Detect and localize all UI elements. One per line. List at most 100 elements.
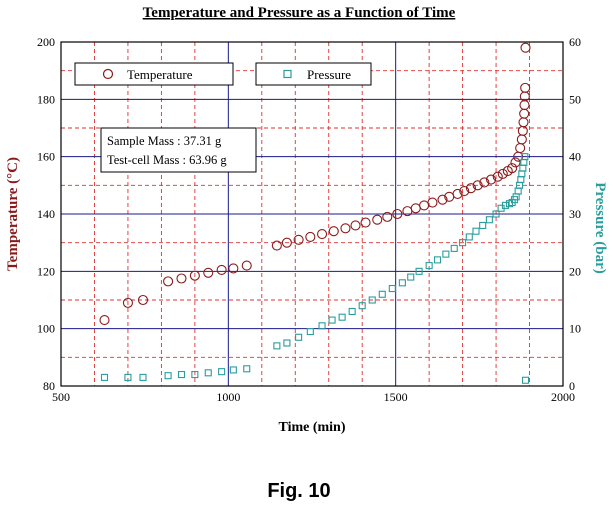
temperature-point: [372, 214, 383, 225]
temperature-point: [163, 276, 174, 287]
x-tick-label: 500: [52, 390, 70, 404]
legend-label-pressure: Pressure: [307, 67, 351, 82]
temperature-point: [520, 82, 531, 93]
temperature-point: [519, 100, 530, 111]
legend-label-temperature: Temperature: [127, 67, 193, 82]
plot-frame: [60, 41, 564, 387]
y-left-tick-label: 200: [37, 35, 55, 49]
y-left-tick-label: 80: [43, 379, 55, 393]
temperature-point: [228, 263, 239, 274]
temperature-point: [510, 157, 521, 168]
pressure-point: [521, 153, 529, 161]
temperature-point: [492, 171, 503, 182]
pressure-point: [433, 256, 442, 264]
temperature-point: [419, 200, 430, 211]
temperature-point: [410, 203, 421, 214]
tick-labels: 500 1000 1500 20008010012014016018020001020…: [37, 35, 581, 404]
pressure-point: [124, 373, 132, 381]
temperature-point: [189, 270, 200, 281]
annotation-testcell-mass: Test-cell Mass : 63.96 g: [107, 153, 227, 167]
pressure-point: [442, 250, 450, 258]
pressure-point: [191, 370, 199, 379]
temperature-point: [520, 42, 531, 53]
y-left-tick-label: 120: [37, 264, 55, 278]
temperature-point: [437, 194, 448, 205]
pressure-point: [273, 342, 281, 350]
temperature-point: [518, 117, 529, 128]
temperature-point: [137, 294, 149, 306]
y-right-tick-label: 60: [569, 35, 581, 49]
pressure-point: [328, 316, 336, 324]
x-tick-label: 1500: [384, 390, 408, 404]
grid: [61, 42, 563, 386]
temperature-point: [305, 231, 316, 242]
y-axis-left-label: Temperature (°C): [5, 157, 21, 271]
x-axis-label: Time (min): [278, 420, 345, 435]
pressure-point: [243, 365, 251, 373]
pressure-point: [514, 187, 522, 195]
temperature-point: [472, 180, 483, 191]
temperature-point: [459, 186, 470, 197]
temperature-point: [497, 168, 508, 179]
temperature-point: [517, 125, 528, 136]
temperature-point: [328, 226, 339, 237]
temperature-point: [122, 297, 133, 308]
pressure-point: [492, 210, 500, 218]
legend-box-pressure: [255, 62, 372, 86]
y-right-tick-label: 10: [569, 322, 581, 336]
pressure-point: [518, 170, 526, 178]
legend-box-temperature: [74, 62, 234, 86]
legend-marker-temperature: [102, 68, 114, 80]
pressure-point: [177, 370, 186, 379]
temperature-point: [340, 223, 351, 234]
pressure-point: [100, 373, 109, 381]
figure-caption: Fig. 10: [267, 480, 330, 502]
y-right-tick-label: 0: [569, 379, 575, 393]
pressure-point: [388, 284, 396, 293]
annotation-box: Sample Mass : 37.31 g Test-cell Mass : 6…: [100, 127, 257, 173]
pressure-point: [521, 376, 530, 384]
pressure-point: [218, 368, 226, 376]
temperature-point: [241, 260, 252, 271]
pressure-point: [348, 307, 356, 316]
pressure-point: [425, 262, 433, 270]
pressure-point: [479, 221, 487, 230]
pressure-point: [283, 339, 291, 347]
data-points: [99, 42, 531, 384]
pressure-point: [519, 164, 527, 172]
y-left-tick-label: 140: [37, 207, 55, 221]
temperature-point: [507, 163, 518, 174]
y-right-tick-label: 30: [569, 207, 581, 221]
y-axis-right-label: Pressure (bar): [592, 182, 608, 274]
pressure-point: [407, 273, 415, 281]
temperature-point: [216, 264, 227, 275]
pressure-point: [398, 279, 406, 287]
temperature-point: [360, 217, 371, 228]
pressure-point: [295, 333, 303, 341]
temperature-point: [203, 267, 214, 278]
pressure-point: [164, 372, 172, 380]
temperature-point: [485, 174, 497, 185]
pressure-point: [368, 296, 376, 304]
temperature-point: [479, 177, 490, 188]
y-left-tick-label: 100: [37, 322, 55, 336]
pressure-point: [229, 366, 237, 374]
temperature-point: [516, 134, 527, 145]
pressure-point: [378, 290, 386, 298]
temperature-point: [271, 240, 282, 251]
pressure-point: [472, 227, 480, 235]
temperature-point: [99, 315, 110, 326]
pressure-point: [459, 239, 467, 247]
x-tick-label: 1000: [216, 390, 240, 404]
legend: Temperature Pressure: [74, 62, 372, 86]
y-left-tick-label: 180: [37, 92, 55, 106]
temperature-point: [316, 229, 328, 240]
pressure-point: [520, 158, 528, 166]
temperature-point: [519, 108, 530, 119]
pressure-point: [517, 176, 525, 184]
pressure-point: [338, 313, 346, 321]
pressure-point: [501, 201, 509, 209]
temperature-point: [281, 237, 292, 248]
pressure-point: [450, 244, 458, 252]
